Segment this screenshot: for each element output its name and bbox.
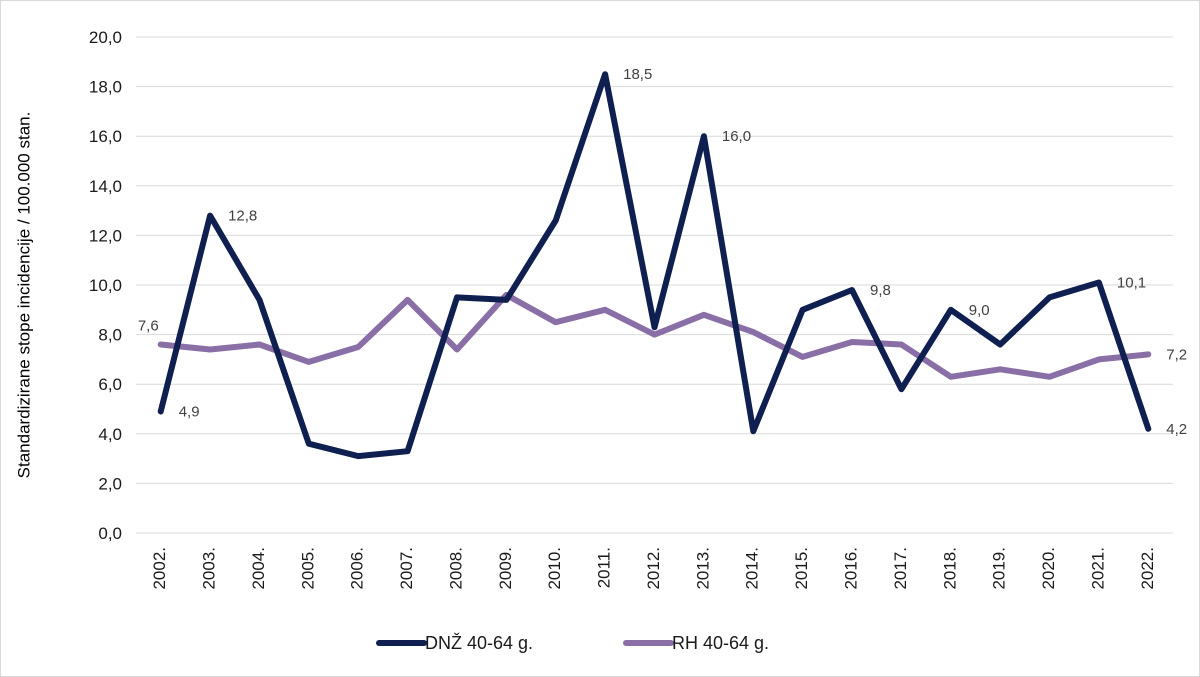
y-tick-label: 4,0 <box>98 425 122 444</box>
series-lines <box>157 71 1152 460</box>
series-line-dnz <box>157 71 1152 460</box>
data-label: 16,0 <box>722 128 751 145</box>
series-line-rh <box>157 291 1152 380</box>
x-tick-label: 2018. <box>940 547 959 590</box>
x-tick-label: 2010. <box>545 547 564 590</box>
y-tick-label: 14,0 <box>89 177 122 196</box>
x-tick-label: 2009. <box>496 547 515 590</box>
y-tick-label: 20,0 <box>89 28 122 47</box>
y-tick-label: 8,0 <box>98 326 122 345</box>
data-label: 4,2 <box>1166 421 1187 438</box>
x-tick-label: 2003. <box>200 547 219 590</box>
y-tick-label: 0,0 <box>98 524 122 543</box>
x-tick-label: 2014. <box>743 547 762 590</box>
x-tick-label: 2004. <box>249 547 268 590</box>
legend-label: RH 40-64 g. <box>672 633 769 653</box>
y-tick-label: 6,0 <box>98 375 122 394</box>
y-axis-ticks: 0,0 2,0 4,0 6,0 8,0 10,0 12,0 14,0 16,0 18,0 20,0 <box>89 28 122 543</box>
legend: DNŽ 40-64 g. RH 40-64 g. <box>376 633 769 653</box>
x-tick-label: 2011. <box>595 547 614 588</box>
x-tick-label: 2021. <box>1088 547 1107 590</box>
x-tick-label: 2006. <box>348 547 367 590</box>
x-tick-label: 2016. <box>842 547 861 590</box>
x-tick-label: 2017. <box>891 547 910 590</box>
y-tick-label: 12,0 <box>89 226 122 245</box>
data-label: 10,1 <box>1117 275 1146 292</box>
data-label: 7,2 <box>1166 346 1187 363</box>
x-tick-label: 2015. <box>792 547 811 590</box>
y-axis-title: Standardizirane stope incidencije / 100.… <box>14 112 33 479</box>
legend-label: DNŽ 40-64 g. <box>425 633 533 653</box>
data-label: 12,8 <box>228 208 257 225</box>
y-tick-label: 10,0 <box>89 276 122 295</box>
x-tick-label: 2012. <box>644 547 663 590</box>
y-tick-label: 2,0 <box>98 474 122 493</box>
data-label: 7,6 <box>138 318 159 335</box>
x-tick-label: 2022. <box>1138 547 1157 590</box>
data-label: 18,5 <box>623 66 652 83</box>
data-label: 9,8 <box>870 282 891 299</box>
x-tick-label: 2007. <box>397 547 416 590</box>
x-tick-label: 2005. <box>298 547 317 590</box>
x-axis-ticks: 2002. 2003. 2004. 2005. 2006. 2007. 2008. 2009.… <box>150 547 1157 590</box>
x-tick-label: 2020. <box>1039 547 1058 590</box>
data-label: 9,0 <box>969 302 990 319</box>
gridlines <box>136 36 1173 534</box>
data-labels: 4,9 12,8 18,5 16,0 9,8 9,0 10,1 4,2 7,6 7,2 <box>138 66 1187 438</box>
x-tick-label: 2002. <box>150 547 169 590</box>
x-tick-label: 2013. <box>693 547 712 590</box>
x-tick-label: 2008. <box>446 547 465 590</box>
x-tick-label: 2019. <box>990 547 1009 590</box>
y-tick-label: 18,0 <box>89 78 122 97</box>
y-tick-label: 16,0 <box>89 127 122 146</box>
data-label: 4,9 <box>179 403 200 420</box>
